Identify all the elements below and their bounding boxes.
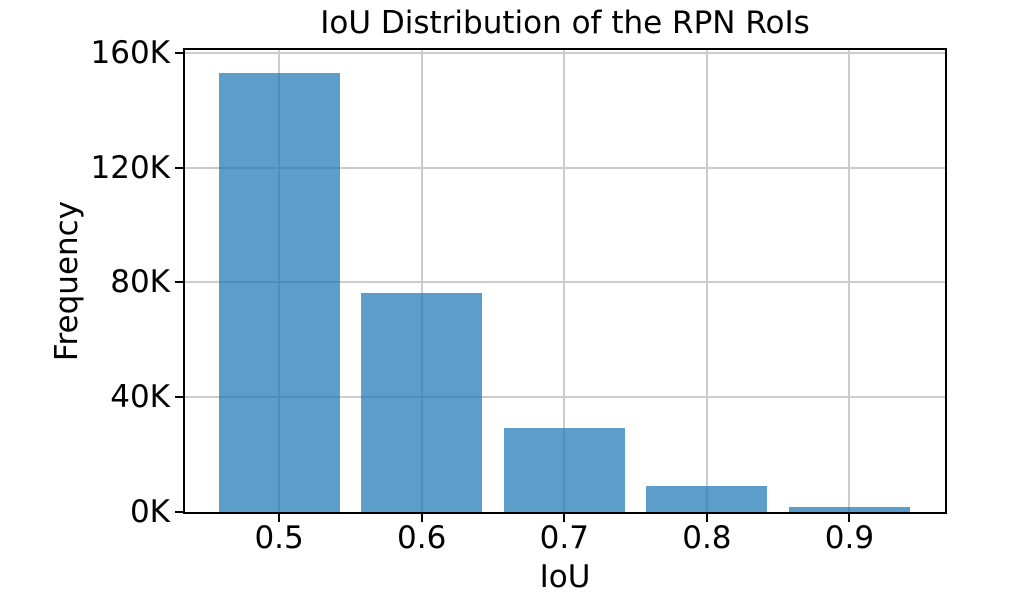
x-tick-label-0.8: 0.8: [682, 520, 732, 556]
y-tick-label-160000: 160K: [90, 34, 171, 71]
y-tick-160000: [175, 51, 183, 54]
y-tick-label-0: 0K: [129, 494, 170, 530]
x-tick-0.6: [420, 514, 423, 522]
bar-0.9: [788, 507, 911, 512]
y-tick-label-120000: 120K: [90, 149, 171, 186]
y-tick-label-80000: 80K: [110, 264, 170, 301]
y-tick-0: [175, 511, 183, 513]
gridline-x-0.6: [420, 50, 423, 512]
gridline-x-0.7: [563, 50, 566, 512]
plot-area: [185, 50, 945, 512]
x-tick-label-0.9: 0.9: [824, 520, 875, 556]
x-tick-0.7: [563, 514, 566, 522]
x-tick-0.8: [705, 514, 708, 522]
gridline-x-0.9: [848, 50, 851, 512]
y-tick-120000: [175, 166, 183, 169]
chart-title: IoU Distribution of the RPN RoIs: [320, 5, 810, 41]
gridline-x-0.8: [705, 50, 708, 512]
y-tick-label-40000: 40K: [110, 379, 170, 416]
x-tick-label-0.6: 0.6: [397, 520, 447, 556]
x-tick-label-0.5: 0.5: [254, 520, 304, 556]
x-tick-0.9: [848, 514, 851, 522]
y-tick-80000: [175, 281, 183, 284]
bar-0.8: [646, 485, 768, 512]
bar-0.5: [218, 72, 340, 512]
x-axis-label: IoU: [539, 559, 591, 595]
x-tick-0.5: [278, 514, 281, 522]
bar-0.7: [503, 427, 625, 512]
y-tick-40000: [175, 396, 183, 399]
x-tick-label-0.7: 0.7: [539, 520, 589, 556]
bar-0.6: [361, 293, 483, 512]
